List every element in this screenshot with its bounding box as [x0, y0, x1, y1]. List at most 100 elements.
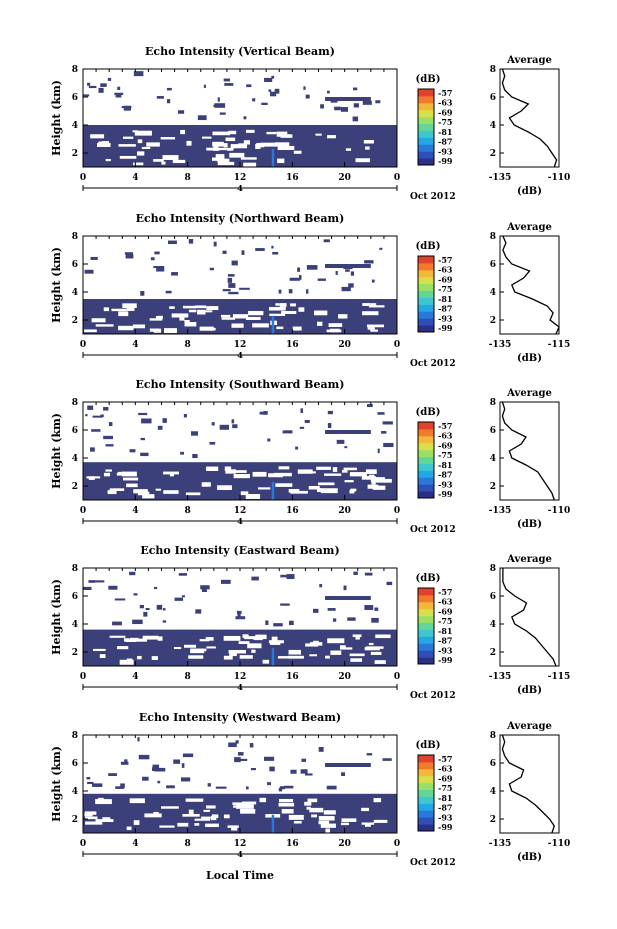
echo-patch	[236, 610, 242, 614]
average-y-tick-label: 2	[490, 815, 496, 825]
echo-gap	[118, 311, 129, 317]
echo-patch	[220, 579, 231, 584]
echo-gap	[128, 484, 135, 487]
average-y-tick-label: 4	[490, 288, 496, 298]
colorbar-swatch	[418, 428, 434, 437]
average-y-tick-label: 6	[490, 260, 496, 270]
colorbar-swatch	[418, 810, 434, 818]
echo-gap	[245, 494, 261, 499]
echo-gap	[137, 491, 150, 496]
x-tick-label: 0	[80, 506, 86, 516]
echo-gap	[149, 328, 159, 332]
echo-gap	[84, 811, 97, 815]
colorbar-tick-label: -57	[438, 754, 452, 764]
echo-gap	[223, 143, 228, 148]
echo-patch	[336, 439, 345, 444]
echo-gap	[212, 131, 231, 136]
echo-gap	[203, 809, 210, 812]
echo-patch	[381, 431, 387, 434]
echo-gap	[327, 638, 345, 644]
echo-gap	[206, 147, 220, 151]
colorbar-tick-label: -57	[438, 88, 452, 98]
echo-gap	[134, 130, 152, 136]
echo-patch	[167, 99, 171, 104]
echo-patch	[264, 77, 273, 83]
echo-patch	[133, 593, 138, 596]
x-tick-label: 16	[286, 340, 299, 350]
echo-patch	[129, 571, 136, 576]
y-axis-label: Height (km)	[50, 80, 63, 156]
x-tick-label: 8	[185, 173, 191, 183]
echo-gap	[317, 321, 323, 326]
echo-patch	[115, 786, 124, 789]
x-tick-label: 20	[338, 173, 351, 183]
echo-gap	[190, 648, 205, 654]
echo-patch	[343, 585, 347, 591]
echo-gap	[90, 134, 105, 139]
echo-gap	[252, 323, 269, 328]
echo-gap	[236, 804, 254, 809]
echo-patch	[270, 91, 277, 97]
echo-gap	[212, 141, 224, 147]
echo-patch	[268, 89, 272, 92]
echo-patch	[114, 598, 126, 601]
date-label: Oct 2012	[410, 691, 456, 701]
echo-gap	[268, 306, 286, 311]
echo-gap	[225, 137, 236, 142]
echo-patch	[306, 289, 309, 294]
echo-gap	[201, 816, 211, 819]
echo-gap	[276, 134, 291, 137]
echo-gap	[231, 827, 238, 831]
echo-patch	[156, 604, 163, 610]
colorbar-swatch	[418, 588, 434, 596]
echo-gap	[279, 798, 294, 803]
x-tick-label: 0	[80, 173, 86, 183]
average-title: Average	[506, 721, 552, 732]
echo-gap	[109, 488, 125, 491]
echo-gap	[137, 139, 143, 144]
colorbar-swatch	[418, 256, 434, 264]
echo-patch	[157, 425, 163, 430]
x-tick-label: 4	[132, 506, 138, 516]
colorbar-swatch	[418, 615, 434, 624]
echo-gap	[132, 130, 138, 133]
echo-patch	[88, 85, 97, 89]
echo-patch	[83, 586, 92, 590]
echo-gap	[247, 643, 262, 649]
echo-patch	[125, 254, 134, 259]
echo-patch	[341, 286, 351, 292]
echo-patch	[278, 787, 283, 792]
echo-patch	[305, 94, 310, 99]
echo-gap	[240, 808, 256, 814]
echo-patch	[264, 756, 275, 761]
echo-patch	[252, 98, 256, 102]
echo-patch	[261, 102, 268, 106]
echo-patch	[303, 86, 306, 90]
colorbar-swatch	[418, 116, 434, 125]
echo-patch	[231, 260, 238, 266]
echo-gap	[316, 466, 332, 470]
echo-gap	[316, 488, 322, 493]
echo-patch	[141, 418, 152, 424]
echo-gap	[304, 801, 312, 806]
echo-patch	[138, 412, 148, 416]
echo-patch	[280, 574, 287, 578]
colorbar-tick-label: -99	[438, 489, 453, 499]
echo-patch	[86, 777, 91, 780]
echo-gap	[142, 635, 159, 640]
echo-gap	[185, 492, 201, 496]
x-tick-label: 20	[338, 340, 351, 350]
echo-patch	[232, 424, 238, 429]
echo-patch	[235, 616, 246, 620]
echo-gap	[188, 809, 194, 815]
echo-gap	[355, 158, 370, 163]
echo-gap	[352, 634, 362, 638]
average-y-tick-label: 2	[490, 316, 496, 326]
average-y-tick-label: 8	[490, 731, 496, 741]
average-y-tick-label: 4	[490, 454, 496, 464]
echo-patch	[222, 250, 227, 254]
echo-gap	[217, 158, 230, 163]
echo-gap	[306, 806, 311, 810]
echo-gap	[185, 798, 204, 802]
colorbar-swatch	[418, 775, 434, 784]
